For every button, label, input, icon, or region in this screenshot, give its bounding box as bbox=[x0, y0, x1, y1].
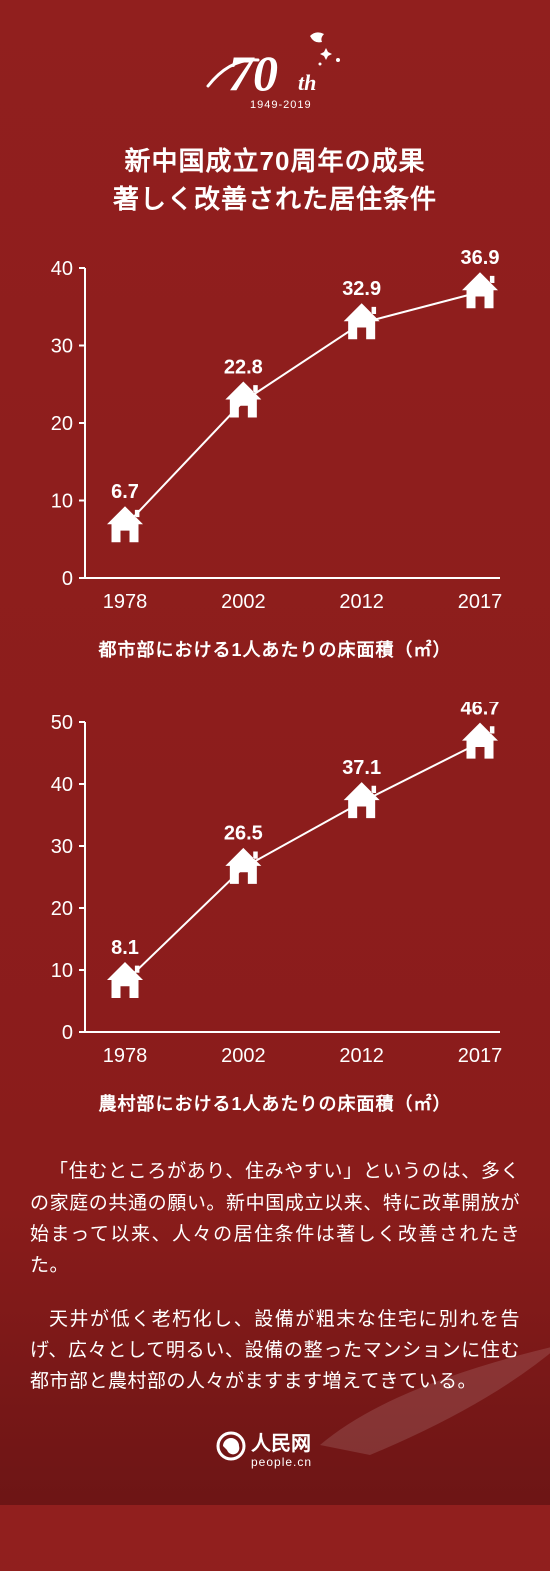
rural-chart: 0 10 20 30 40 50 8.1 1978 26.5 2002 37.1 2012 46.7 20… bbox=[30, 702, 520, 1082]
svg-text:2002: 2002 bbox=[221, 591, 266, 613]
footer-logo: 人民网 people.cn bbox=[0, 1428, 550, 1485]
logo-suffix: th bbox=[298, 70, 316, 95]
paragraph-2: 天井が低く老朽化し、設備が粗末な住宅に別れを告げ、広々として明るい、設備の整った… bbox=[30, 1304, 520, 1398]
svg-text:26.5: 26.5 bbox=[224, 823, 263, 845]
svg-text:1978: 1978 bbox=[103, 591, 148, 613]
urban-chart-svg: 0 10 20 30 40 6.7 1978 22.8 2002 32.9 2012 36.9 2017 bbox=[30, 248, 520, 628]
urban-chart-caption: 都市部における1人あたりの床面積（㎡） bbox=[0, 636, 550, 662]
svg-text:40: 40 bbox=[51, 774, 73, 796]
svg-text:10: 10 bbox=[51, 960, 73, 982]
svg-text:2017: 2017 bbox=[458, 591, 503, 613]
svg-text:32.9: 32.9 bbox=[342, 278, 381, 300]
paragraph-1: 「住むところがあり、住みやすい」というのは、多くの家庭の共通の願い。新中国成立以… bbox=[30, 1156, 520, 1281]
headline: 新中国成立70周年の成果 著しく改善された居住条件 bbox=[20, 143, 530, 218]
svg-text:6.7: 6.7 bbox=[111, 481, 139, 503]
logo-years: 1949-2019 bbox=[250, 99, 312, 111]
svg-text:30: 30 bbox=[51, 836, 73, 858]
svg-text:2012: 2012 bbox=[339, 1045, 384, 1067]
headline-line1: 新中国成立70周年の成果 bbox=[20, 143, 530, 181]
rural-chart-caption: 農村部における1人あたりの床面積（㎡） bbox=[0, 1090, 550, 1116]
svg-text:2017: 2017 bbox=[458, 1045, 503, 1067]
svg-text:30: 30 bbox=[51, 336, 73, 358]
footer-brand-cn: 人民网 bbox=[251, 1432, 311, 1455]
svg-text:20: 20 bbox=[51, 413, 73, 435]
svg-text:1978: 1978 bbox=[103, 1045, 148, 1067]
svg-text:8.1: 8.1 bbox=[111, 937, 139, 959]
svg-text:50: 50 bbox=[51, 712, 73, 734]
svg-text:46.7: 46.7 bbox=[461, 702, 500, 719]
svg-text:0: 0 bbox=[62, 568, 73, 590]
svg-text:40: 40 bbox=[51, 258, 73, 280]
svg-text:20: 20 bbox=[51, 898, 73, 920]
svg-text:36.9: 36.9 bbox=[461, 248, 500, 269]
footer-brand-en: people.cn bbox=[251, 1455, 312, 1469]
svg-text:22.8: 22.8 bbox=[224, 357, 263, 379]
anniversary-logo: 70 th 1949-2019 bbox=[0, 30, 550, 125]
svg-text:37.1: 37.1 bbox=[342, 757, 381, 779]
urban-chart: 0 10 20 30 40 6.7 1978 22.8 2002 32.9 2012 36.9 2017 bbox=[30, 248, 520, 628]
logo-number: 70 bbox=[228, 45, 278, 101]
svg-text:0: 0 bbox=[62, 1022, 73, 1044]
rural-chart-svg: 0 10 20 30 40 50 8.1 1978 26.5 2002 37.1 2012 46.7 20… bbox=[30, 702, 520, 1082]
svg-text:2012: 2012 bbox=[339, 591, 384, 613]
headline-line2: 著しく改善された居住条件 bbox=[20, 181, 530, 219]
infographic-container: 70 th 1949-2019 新中国成立70周年の成果 著しく改善された居住条… bbox=[0, 0, 550, 1505]
svg-text:2002: 2002 bbox=[221, 1045, 266, 1067]
svg-text:10: 10 bbox=[51, 491, 73, 513]
